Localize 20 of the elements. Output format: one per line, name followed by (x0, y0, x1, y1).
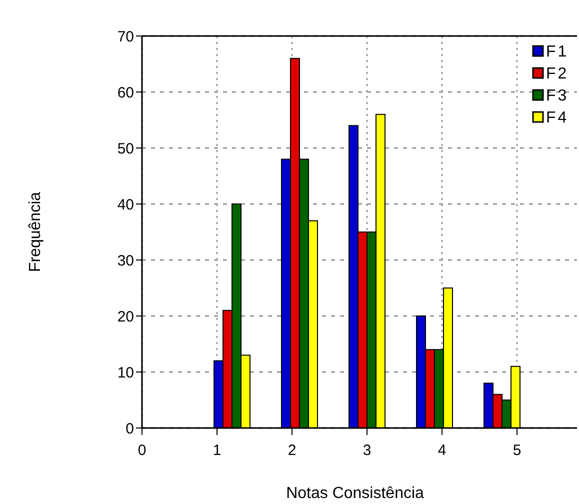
legend-label: F4 (546, 110, 569, 127)
x-tick-label: 4 (438, 442, 446, 459)
x-tick-label: 1 (212, 442, 222, 459)
y-tick-label: 70 (117, 28, 134, 46)
y-tick-label: 60 (117, 84, 134, 102)
y-tick-label: 40 (117, 196, 134, 214)
x-tick-label: 2 (288, 442, 296, 459)
legend-label: F3 (546, 88, 569, 105)
y-tick-label: 50 (117, 140, 134, 158)
y-tick-label: 30 (117, 252, 134, 270)
legend-label: F2 (546, 66, 569, 83)
x-tick-label: 5 (512, 442, 522, 459)
y-tick-label: 10 (117, 364, 134, 382)
legend-label: F1 (546, 44, 569, 61)
x-tick-label: 3 (362, 442, 372, 459)
y-tick-label: 20 (117, 308, 134, 326)
x-tick-label: 0 (138, 442, 146, 459)
y-axis-title: Frequência (27, 192, 44, 272)
x-axis-title: Notas Consistência (286, 485, 424, 502)
y-tick-label: 0 (126, 420, 134, 438)
